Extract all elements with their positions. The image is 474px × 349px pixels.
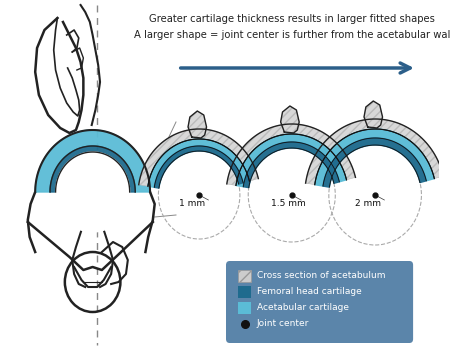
Text: Cross section of acetabulum: Cross section of acetabulum	[256, 272, 385, 281]
Polygon shape	[243, 142, 339, 188]
Text: 2 mm: 2 mm	[355, 199, 381, 208]
Text: Femoral head cartilage: Femoral head cartilage	[256, 288, 361, 297]
Polygon shape	[148, 139, 249, 187]
Polygon shape	[323, 138, 426, 187]
Polygon shape	[227, 124, 356, 185]
Polygon shape	[35, 130, 150, 192]
Polygon shape	[364, 101, 383, 128]
Polygon shape	[188, 111, 207, 138]
Polygon shape	[155, 146, 243, 188]
Text: Acetabular cartilage: Acetabular cartilage	[256, 304, 348, 312]
Text: Greater cartilage thickness results in larger fitted shapes: Greater cartilage thickness results in l…	[149, 14, 435, 24]
Polygon shape	[139, 129, 258, 186]
Text: 1.5 mm: 1.5 mm	[272, 199, 306, 208]
Text: 1 mm: 1 mm	[179, 199, 205, 208]
Polygon shape	[281, 106, 299, 133]
Text: A larger shape = joint center is further from the acetabular wal: A larger shape = joint center is further…	[134, 30, 450, 40]
FancyBboxPatch shape	[238, 270, 251, 282]
Polygon shape	[315, 129, 434, 186]
Polygon shape	[306, 119, 443, 185]
Text: Joint center: Joint center	[256, 319, 309, 328]
Polygon shape	[236, 134, 346, 187]
Circle shape	[55, 152, 130, 232]
FancyBboxPatch shape	[238, 302, 251, 314]
FancyBboxPatch shape	[238, 286, 251, 298]
Polygon shape	[50, 146, 135, 192]
FancyBboxPatch shape	[226, 261, 413, 343]
